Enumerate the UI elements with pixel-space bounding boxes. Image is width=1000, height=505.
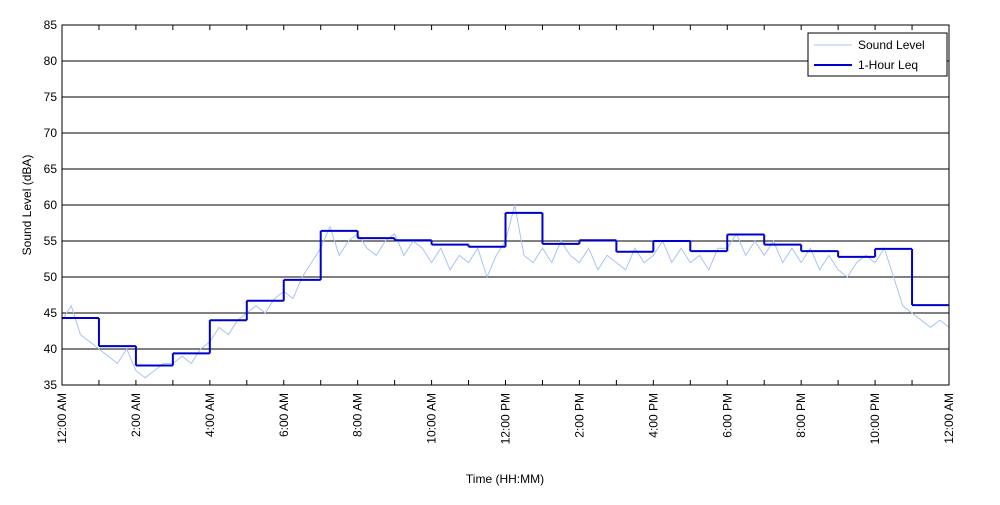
y-tick-label: 65 [44, 162, 58, 176]
x-tick-label: 2:00 AM [129, 393, 143, 437]
y-tick-label: 50 [44, 270, 58, 284]
x-tick-label: 4:00 PM [646, 393, 660, 438]
y-tick-label: 75 [44, 90, 58, 104]
y-tick-label: 70 [44, 126, 58, 140]
y-tick-label: 40 [44, 342, 58, 356]
x-axis-label: Time (HH:MM) [466, 472, 544, 486]
y-tick-label: 45 [44, 306, 58, 320]
y-tick-label: 80 [44, 54, 58, 68]
x-tick-label: 2:00 PM [572, 393, 586, 438]
x-tick-label: 12:00 AM [55, 393, 69, 444]
x-tick-label: 12:00 PM [499, 393, 513, 444]
legend-label: Sound Level [858, 38, 925, 52]
legend-label: 1-Hour Leq [858, 58, 918, 72]
x-tick-label: 10:00 AM [425, 393, 439, 444]
x-tick-label: 6:00 PM [720, 393, 734, 438]
legend-box [807, 32, 948, 77]
y-tick-label: 85 [44, 18, 58, 32]
plot-frame [61, 24, 950, 386]
x-tick-label: 8:00 AM [351, 393, 365, 437]
x-tick-label: 6:00 AM [277, 393, 291, 437]
y-tick-label: 60 [44, 198, 58, 212]
x-tick-label: 8:00 PM [794, 393, 808, 438]
x-tick-label: 4:00 AM [203, 393, 217, 437]
x-tick-label: 10:00 PM [868, 393, 882, 444]
y-tick-label: 55 [44, 234, 58, 248]
y-tick-label: 35 [44, 378, 58, 392]
y-axis-label: Sound Level (dBA) [20, 155, 34, 256]
x-tick-label: 12:00 AM [942, 393, 956, 444]
